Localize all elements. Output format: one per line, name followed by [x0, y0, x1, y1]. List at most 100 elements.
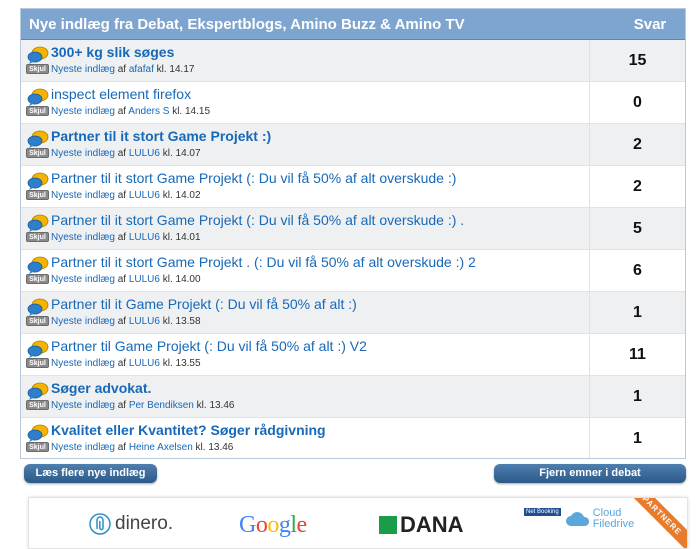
post-author-link[interactable]: LULU6	[128, 148, 160, 159]
by-label: af	[117, 148, 127, 159]
hide-post-button[interactable]: Skjul	[26, 106, 49, 116]
post-time: 14.15	[184, 106, 211, 117]
post-title-link[interactable]: inspect element firefox	[51, 86, 192, 102]
post-row: Skjul Kvalitet eller Kvantitet? Søger råd…	[21, 418, 685, 458]
post-meta: Nyeste indlæg af LULU6 kl. 14.02	[51, 189, 589, 203]
post-time: 14.17	[169, 64, 195, 75]
partner-logo-google[interactable]: Google	[239, 512, 307, 539]
by-label: af	[117, 232, 127, 243]
at-label: kl.	[162, 358, 173, 369]
reply-count: 0	[633, 93, 642, 111]
post-icon-cell: Skjul	[21, 82, 51, 123]
post-text: inspect element firefox Nyeste indlæg af …	[51, 82, 589, 123]
hide-post-button[interactable]: Skjul	[26, 442, 49, 452]
hide-post-button[interactable]: Skjul	[26, 190, 49, 200]
post-author-link[interactable]: afafaf	[128, 64, 154, 75]
replies-column-header: Svar	[633, 15, 667, 33]
post-meta: Nyeste indlæg af Heine Axelsen kl. 13.46	[51, 441, 589, 455]
post-author-link[interactable]: LULU6	[128, 358, 160, 369]
post-text: Partner til it Game Projekt (: Du vil få…	[51, 292, 589, 333]
at-label: kl.	[162, 190, 173, 201]
google-letter: o	[255, 512, 268, 538]
post-row: Skjul Partner til Game Projekt (: Du vil …	[21, 334, 685, 376]
post-row: Skjul Partner til it stort Game Projekt :…	[21, 124, 685, 166]
post-meta: Nyeste indlæg af LULU6 kl. 14.01	[51, 231, 589, 245]
post-meta: Nyeste indlæg af LULU6 kl. 14.07	[51, 147, 589, 161]
post-title-link[interactable]: Kvalitet eller Kvantitet? Søger rådgivni…	[51, 422, 326, 438]
post-time: 14.07	[175, 148, 201, 159]
speech-bubble-icon	[27, 214, 49, 232]
post-title-link[interactable]: 300+ kg slik søges	[51, 44, 175, 60]
reply-count: 15	[628, 51, 647, 69]
by-label: af	[117, 274, 127, 285]
at-label: kl.	[162, 232, 173, 243]
read-more-posts-button[interactable]: Læs flere nye indlæg	[24, 464, 157, 483]
post-author-link[interactable]: Anders S	[128, 106, 170, 117]
post-time: 14.01	[175, 232, 201, 243]
post-meta: Nyeste indlæg af afafaf kl. 14.17	[51, 63, 589, 77]
post-title-link[interactable]: Søger advokat.	[51, 380, 152, 396]
post-main-cell: Skjul Partner til Game Projekt (: Du vil …	[21, 334, 590, 375]
post-author-link[interactable]: Per Bendiksen	[128, 400, 194, 411]
post-text: Søger advokat. Nyeste indlæg af Per Bendi…	[51, 376, 589, 417]
post-title-link[interactable]: Partner til it stort Game Projekt . (: D…	[51, 254, 476, 270]
post-author-link[interactable]: LULU6	[128, 232, 160, 243]
dana-mark-icon	[379, 516, 397, 534]
post-main-cell: Skjul inspect element firefox Nyeste indlæ…	[21, 82, 590, 123]
post-main-cell: Skjul Kvalitet eller Kvantitet? Søger råd…	[21, 418, 590, 458]
post-author-link[interactable]: LULU6	[128, 316, 160, 327]
post-title-link[interactable]: Partner til it Game Projekt (: Du vil få…	[51, 296, 357, 312]
post-row: Skjul Søger advokat. Nyeste indlæg af Per …	[21, 376, 685, 418]
post-title-link[interactable]: Partner til it stort Game Projekt :)	[51, 128, 272, 144]
speech-bubble-icon	[27, 88, 49, 106]
post-text: Partner til it stort Game Projekt (: Du …	[51, 208, 589, 249]
post-author-link[interactable]: Heine Axelsen	[128, 442, 193, 453]
post-icon-cell: Skjul	[21, 376, 51, 417]
hide-post-button[interactable]: Skjul	[26, 400, 49, 410]
post-icon-cell: Skjul	[21, 166, 51, 207]
post-title-link[interactable]: Partner til it stort Game Projekt (: Du …	[51, 170, 457, 186]
newest-label: Nyeste indlæg	[51, 442, 115, 453]
partner-logo-cloud-filedrive[interactable]: Net Booking Cloud Filedrive	[524, 508, 637, 530]
post-time: 14.02	[175, 190, 201, 201]
partners-bar: dinero. Google DANA Net Booking Cloud Fi…	[28, 497, 688, 549]
hide-post-button[interactable]: Skjul	[26, 232, 49, 242]
at-label: kl.	[156, 64, 167, 75]
hide-post-button[interactable]: Skjul	[26, 358, 49, 368]
reply-count: 1	[633, 429, 642, 447]
post-main-cell: Skjul Partner til it stort Game Projekt .…	[21, 250, 590, 291]
post-icon-cell: Skjul	[21, 334, 51, 375]
remove-topics-button[interactable]: Fjern emner i debat	[494, 464, 686, 483]
partner-logo-dinero[interactable]: dinero.	[89, 512, 173, 536]
post-author-link[interactable]: LULU6	[128, 190, 160, 201]
net-booking-badge: Net Booking	[524, 508, 561, 516]
hide-post-button[interactable]: Skjul	[26, 64, 49, 74]
partner-name-dinero: dinero.	[115, 513, 174, 534]
reply-count: 6	[633, 261, 642, 279]
hide-post-button[interactable]: Skjul	[26, 316, 49, 326]
post-row: Skjul Partner til it stort Game Projekt (…	[21, 208, 685, 250]
speech-bubble-icon	[27, 172, 49, 190]
new-posts-panel: Nye indlæg fra Debat, Ekspertblogs, Amin…	[20, 8, 686, 459]
hide-post-button[interactable]: Skjul	[26, 148, 49, 158]
reply-count: 2	[633, 135, 642, 153]
post-author-link[interactable]: LULU6	[128, 274, 160, 285]
newest-label: Nyeste indlæg	[51, 148, 115, 159]
partner-logo-dana[interactable]: DANA	[379, 512, 464, 538]
post-title-link[interactable]: Partner til it stort Game Projekt (: Du …	[51, 212, 465, 228]
by-label: af	[117, 190, 127, 201]
by-label: af	[117, 316, 127, 327]
at-label: kl.	[172, 106, 183, 117]
hide-post-button[interactable]: Skjul	[26, 274, 49, 284]
post-title-link[interactable]: Partner til Game Projekt (: Du vil få 50…	[51, 338, 367, 354]
speech-bubble-icon	[27, 424, 49, 442]
post-text: Partner til it stort Game Projekt (: Du …	[51, 166, 589, 207]
by-label: af	[117, 400, 127, 411]
post-main-cell: Skjul 300+ kg slik søges Nyeste indlæg af …	[21, 40, 590, 81]
panel-header: Nye indlæg fra Debat, Ekspertblogs, Amin…	[21, 9, 685, 40]
paperclip-icon	[89, 513, 111, 535]
speech-bubble-icon	[27, 46, 49, 64]
post-time: 14.00	[175, 274, 201, 285]
post-main-cell: Skjul Partner til it stort Game Projekt (…	[21, 166, 590, 207]
post-meta: Nyeste indlæg af Per Bendiksen kl. 13.46	[51, 399, 589, 413]
